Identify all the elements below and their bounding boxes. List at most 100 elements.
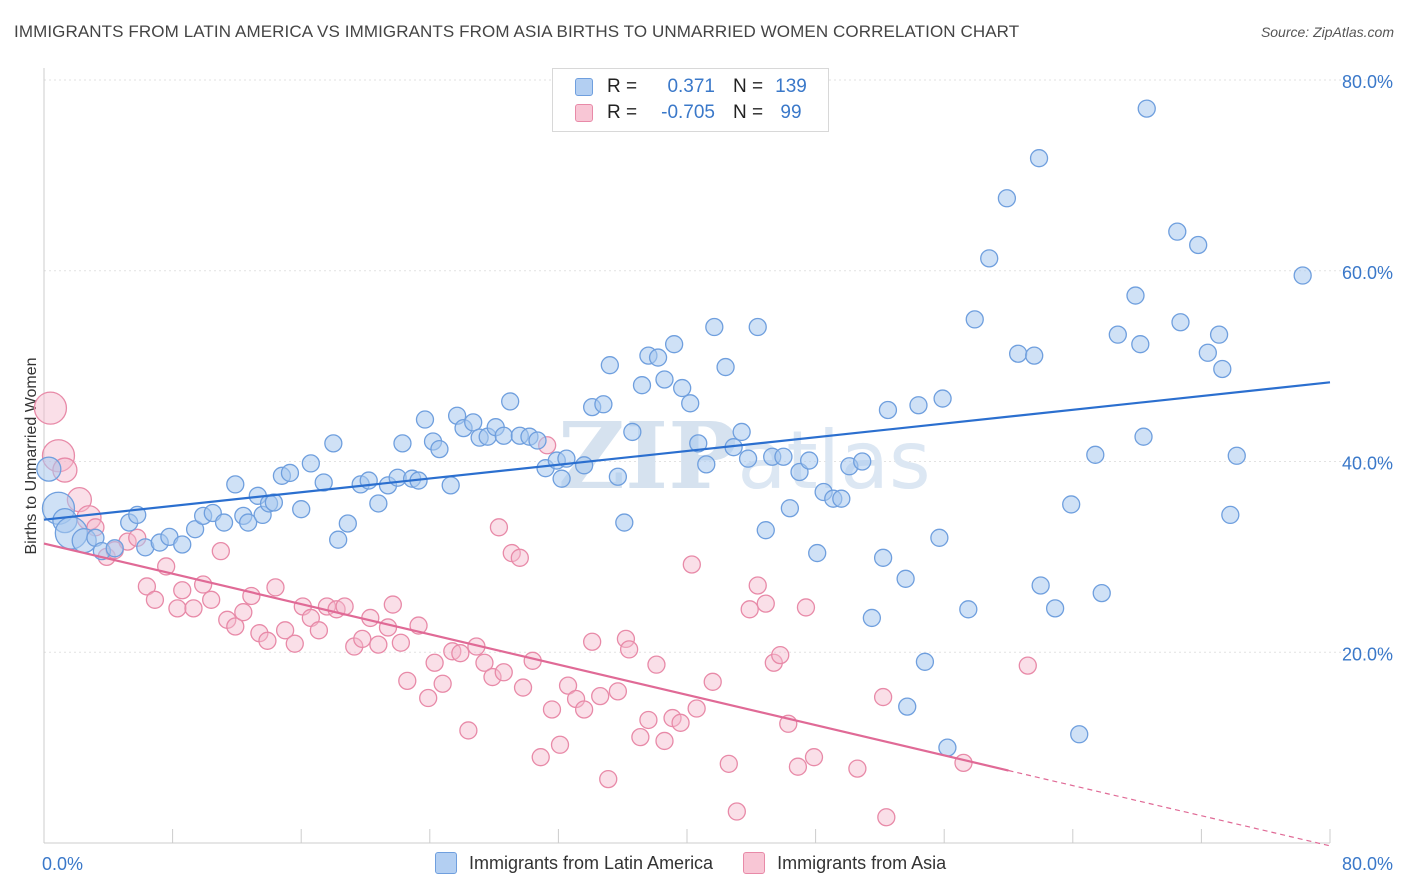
scatter-point (980, 249, 999, 268)
scatter-point (292, 500, 311, 519)
scatter-point (1213, 359, 1232, 379)
scatter-point (748, 317, 767, 337)
scatter-point (616, 629, 636, 649)
source-credit: Source: ZipAtlas.com (1260, 24, 1394, 40)
scatter-point (430, 439, 449, 459)
scatter-point (552, 469, 571, 488)
scatter-point (378, 618, 398, 637)
legend-n-label: N = (733, 102, 764, 123)
scatter-point (997, 189, 1017, 208)
y-tick-label: 80.0% (1342, 72, 1393, 92)
scatter-point (1029, 149, 1049, 168)
scatter-point (1171, 313, 1190, 332)
trend-line-asia (43, 542, 1009, 772)
scatter-point (1025, 346, 1044, 365)
scatter-point (1086, 445, 1105, 464)
scatter-point (938, 738, 957, 757)
scatter-point (732, 422, 751, 442)
scatter-point (1092, 583, 1111, 603)
scatter-point (716, 357, 735, 377)
scatter-point (173, 581, 192, 600)
scatter-point (631, 727, 650, 747)
series-asia-points (33, 391, 1037, 827)
scatter-point (459, 721, 478, 740)
scatter-point (574, 700, 594, 719)
scatter-point (898, 697, 917, 716)
scatter-point (832, 489, 851, 508)
scatter-point (756, 594, 775, 613)
scatter-point (275, 621, 295, 640)
scatter-point (441, 476, 460, 495)
scatter-point (1045, 599, 1065, 618)
scatter-point (391, 633, 411, 652)
scatter-point (808, 543, 827, 563)
scatter-point (771, 645, 790, 665)
scatter-point (800, 451, 819, 470)
x-tick-label: 80.0% (1342, 854, 1393, 874)
scatter-point (168, 599, 187, 618)
scatter-point (226, 617, 245, 636)
scatter-point (623, 422, 642, 442)
legend-r-value: -0.705 (661, 102, 715, 123)
trend-line-asia-extrapolated (1008, 769, 1331, 847)
scatter-point (369, 635, 388, 654)
scatter-point (494, 663, 513, 682)
scatter-point (1293, 266, 1312, 285)
scatter-point (105, 539, 124, 558)
scatter-point (1070, 725, 1089, 744)
scatter-point (234, 603, 253, 622)
scatter-point (848, 759, 867, 778)
scatter-point (383, 595, 402, 614)
scatter-point (873, 548, 893, 567)
scatter-point (873, 687, 893, 707)
scatter-point (145, 590, 165, 609)
scatter-point (687, 699, 706, 718)
scatter-point (264, 493, 284, 512)
scatter-point (1062, 495, 1081, 514)
series-swatch-blue (435, 852, 457, 874)
scatter-point (788, 757, 808, 776)
scatter-point (689, 434, 708, 453)
scatter-point (393, 434, 412, 453)
scatter-point (501, 392, 520, 411)
scatter-point (965, 310, 984, 329)
scatter-point (451, 644, 470, 663)
scatter-point (608, 467, 628, 486)
scatter-point (594, 395, 613, 414)
scatter-point (483, 667, 502, 687)
scatter-point (647, 655, 666, 674)
scatter-point (1189, 235, 1208, 255)
axes (43, 68, 1331, 844)
scatter-point (280, 463, 300, 483)
scatter-point (1008, 344, 1028, 363)
scatter-point (600, 356, 619, 375)
scatter-point (324, 434, 343, 453)
scatter-point (542, 700, 562, 719)
scatter-point (1131, 335, 1150, 354)
scatter-point (780, 499, 800, 518)
scatter-point (494, 426, 513, 445)
scatter-point (314, 473, 333, 492)
scatter-point (673, 378, 692, 398)
scatter-point (705, 317, 724, 337)
scatter-point (591, 686, 610, 706)
legend-n-value: 139 (775, 76, 807, 97)
scatter-point (398, 671, 417, 691)
scatter-point (329, 530, 348, 549)
legend-n-label: N = (733, 76, 764, 97)
y-tick-label: 20.0% (1342, 644, 1393, 664)
scatter-point (671, 713, 690, 732)
scatter-point (475, 653, 494, 672)
scatter-point (1227, 446, 1246, 465)
legend-row-asia: R = -0.705 N = 99 (575, 100, 813, 126)
scatter-point (226, 475, 245, 494)
legend-swatch-blue (575, 78, 593, 96)
series-swatch-pink (743, 852, 766, 874)
scatter-point (419, 688, 438, 708)
scatter-point (173, 535, 192, 554)
series-legend: Immigrants from Latin America Immigrants… (435, 852, 976, 874)
scatter-point (558, 676, 578, 695)
scatter-point (756, 521, 775, 540)
scatter-point (1221, 505, 1240, 525)
legend-row-latin-america: R = 0.371 N = 139 (575, 74, 813, 100)
